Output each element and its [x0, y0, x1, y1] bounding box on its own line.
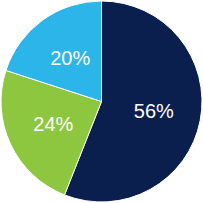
svg-text:24%: 24% [33, 113, 73, 135]
svg-text:20%: 20% [50, 47, 90, 69]
svg-text:56%: 56% [134, 100, 174, 122]
